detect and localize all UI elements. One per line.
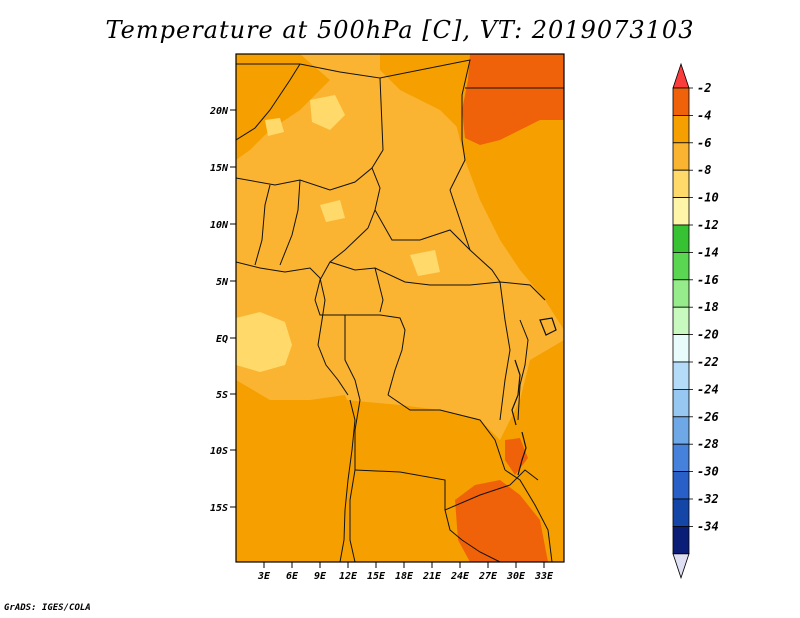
lon-tick-label: 30E <box>506 571 526 582</box>
colorbar-label: -24 <box>697 382 719 396</box>
colorbar-swatch <box>672 169 690 198</box>
lat-tick-label: 10S <box>210 446 228 457</box>
colorbar-bottom-triangle <box>672 553 690 580</box>
lat-tick-label: 20N <box>209 106 229 117</box>
colorbar-swatch <box>672 87 690 116</box>
colorbar-swatch <box>672 142 690 171</box>
lat-tick-label: 5S <box>216 390 228 401</box>
colorbar-label: -2 <box>697 81 711 95</box>
lon-tick-label: 24E <box>450 571 470 582</box>
colorbar-label: -34 <box>697 519 719 533</box>
colorbar-swatch <box>672 416 690 445</box>
hot-region-southeast <box>455 480 548 562</box>
colorbar-label: -22 <box>697 355 719 369</box>
country-borders <box>236 59 564 562</box>
hot-region-northeast <box>462 54 564 145</box>
colorbar-swatch <box>672 526 690 555</box>
colorbar-label: -16 <box>697 273 719 287</box>
colorbar-swatch <box>672 251 690 281</box>
lon-tick-label: 12E <box>339 571 358 582</box>
lat-tick-label: 15N <box>210 163 229 174</box>
map-title: Temperature at 500hPa [C], VT: 201907310… <box>105 16 695 44</box>
colorbar-swatch <box>672 361 690 390</box>
temperature-field <box>236 54 564 562</box>
colorbar-top-triangle <box>672 62 690 89</box>
colorbar-label: -32 <box>697 492 719 506</box>
lon-tick-label: 18E <box>395 571 414 582</box>
lon-tick-label: 3E <box>257 571 271 582</box>
colorbar-label: -28 <box>697 437 719 451</box>
cool-patch-equator <box>236 312 292 372</box>
lon-axis <box>263 562 545 568</box>
lat-axis <box>230 109 236 508</box>
warm-region-northwest <box>236 54 330 160</box>
cool-patch-north-2 <box>265 118 284 136</box>
colorbar-swatch <box>672 279 690 308</box>
lat-labels: 20N 15N 10N 5N EQ 5S 10S 15S <box>209 106 229 514</box>
colorbar-swatch <box>672 334 690 363</box>
colorbar-swatch <box>672 471 690 500</box>
colorbar-label: -12 <box>697 218 719 232</box>
lat-tick-label: 5N <box>216 277 229 288</box>
map-frame <box>235 53 565 563</box>
cool-patch-central-2 <box>410 250 440 276</box>
lon-tick-label: 9E <box>314 571 327 582</box>
colorbar-label: -10 <box>697 191 719 205</box>
lon-labels: 3E 6E 9E 12E 15E 18E 21E 24E 27E 30E 33E <box>257 571 554 582</box>
colorbar-swatch <box>672 197 690 226</box>
colorbar-label: -8 <box>697 163 711 177</box>
colorbar-swatch <box>672 224 690 253</box>
colorbar-legend: -2 -4 -6 -8 -10 -12 -14 -16 -18 -20 -22 -24 -26 -28 -3… <box>672 62 719 580</box>
coastlines <box>236 261 356 562</box>
lat-tick-label: EQ <box>216 334 228 345</box>
colorbar-swatch <box>672 115 690 144</box>
colorbar-swatch <box>672 443 690 473</box>
lat-tick-label: 15S <box>210 503 228 514</box>
lakes <box>511 317 557 476</box>
lon-tick-label: 6E <box>286 571 299 582</box>
colorbar-label: -20 <box>697 328 719 342</box>
cool-patch-central-1 <box>320 200 345 222</box>
colorbar-label: -14 <box>697 245 719 259</box>
colorbar-label: -18 <box>697 300 719 314</box>
colorbar-label: -4 <box>697 108 711 122</box>
lon-tick-label: 27E <box>478 571 498 582</box>
colorbar-label: -30 <box>697 465 719 479</box>
colorbar-label: -6 <box>697 136 711 150</box>
colorbar-swatch <box>672 498 690 527</box>
lon-tick-label: 21E <box>422 571 442 582</box>
colorbar-label: -26 <box>697 410 719 424</box>
cool-patch-north-1 <box>310 95 345 130</box>
lon-tick-label: 15E <box>367 571 386 582</box>
warm-region-southwest <box>236 380 360 562</box>
grads-credit: GrADS: IGES/COLA <box>4 603 91 613</box>
colorbar-swatch <box>672 388 690 418</box>
hot-spot-rift <box>505 438 528 475</box>
lon-tick-label: 33E <box>534 571 554 582</box>
lat-tick-label: 10N <box>210 220 229 231</box>
colorbar-swatch <box>672 306 690 336</box>
